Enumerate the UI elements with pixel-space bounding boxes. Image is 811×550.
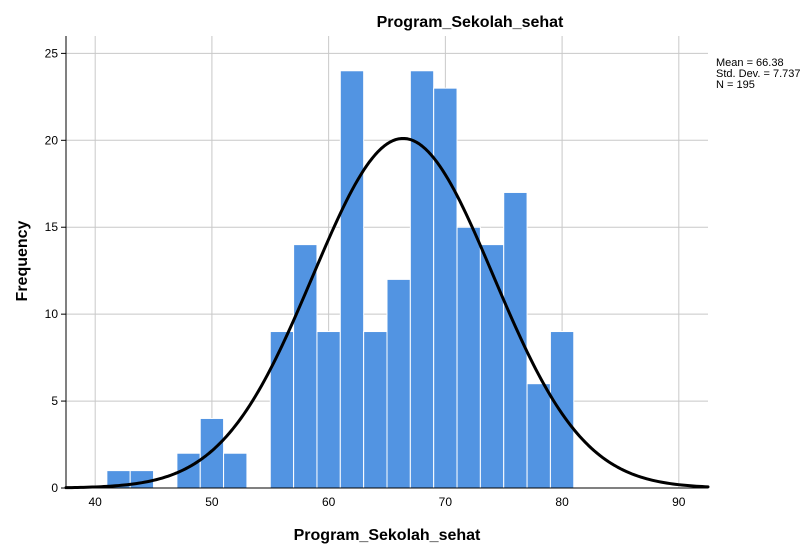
x-tick-label: 60 [322, 495, 336, 509]
y-tick-label: 10 [45, 307, 59, 321]
histogram-bar [526, 383, 551, 489]
axes [61, 36, 708, 489]
histogram-bar [339, 70, 365, 489]
normal-curve-group [64, 136, 710, 490]
histogram-bars [106, 70, 575, 489]
histogram-bar [456, 226, 481, 489]
x-tick-label: 70 [439, 495, 453, 509]
y-tick-label: 20 [45, 133, 59, 147]
chart-title: Program_Sekolah_sehat [377, 14, 564, 31]
tick-labels: 40 50 60 70 80 90 0 5 10 15 20 25 [45, 46, 686, 509]
y-tick-label: 15 [45, 220, 59, 234]
grid-lines [66, 36, 708, 488]
y-axis-title: Frequency [14, 220, 31, 301]
histogram-bar [479, 244, 505, 489]
x-tick-label: 50 [205, 495, 219, 509]
histogram-bar [269, 331, 295, 489]
histogram-bar [293, 244, 318, 489]
histogram-bar [549, 331, 575, 489]
x-tick-label: 40 [89, 495, 103, 509]
histogram-bar [503, 191, 528, 489]
histogram-bar [316, 331, 341, 489]
y-tick-label: 25 [45, 46, 59, 60]
x-tick-label: 80 [555, 495, 569, 509]
x-axis-title: Program_Sekolah_sehat [294, 527, 481, 544]
x-tick-label: 90 [672, 495, 686, 509]
histogram-bar [363, 331, 388, 489]
histogram-bar [223, 452, 248, 489]
stats-line: Std. Dev. = 7.737 [716, 68, 801, 80]
histogram-bar [433, 87, 458, 489]
stats-line: N = 195 [716, 79, 755, 91]
y-tick-label: 5 [51, 394, 58, 408]
y-tick-label: 0 [51, 481, 58, 495]
histogram-bar [409, 70, 435, 489]
stats-line: Mean = 66.38 [716, 57, 784, 69]
histogram-bar [199, 417, 225, 489]
normal-curve [64, 136, 710, 490]
histogram-bar [386, 278, 411, 489]
